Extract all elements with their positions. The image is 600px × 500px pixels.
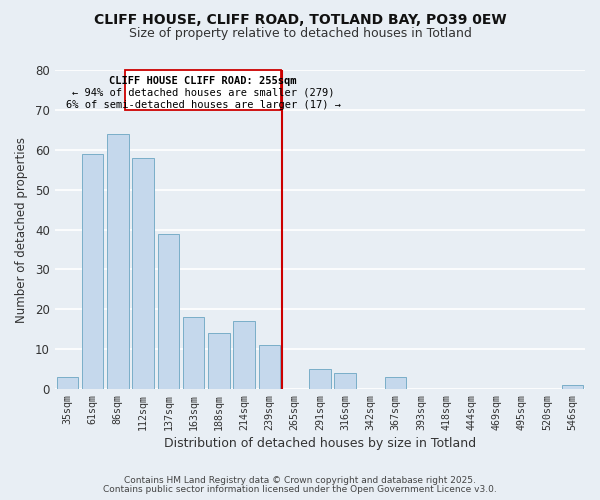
Text: Contains public sector information licensed under the Open Government Licence v3: Contains public sector information licen… <box>103 485 497 494</box>
Bar <box>309 369 331 389</box>
Bar <box>385 377 406 389</box>
Bar <box>233 322 255 389</box>
Bar <box>107 134 128 389</box>
Text: Size of property relative to detached houses in Totland: Size of property relative to detached ho… <box>128 28 472 40</box>
Text: ← 94% of detached houses are smaller (279): ← 94% of detached houses are smaller (27… <box>72 88 334 98</box>
Bar <box>133 158 154 389</box>
Text: CLIFF HOUSE CLIFF ROAD: 255sqm: CLIFF HOUSE CLIFF ROAD: 255sqm <box>109 76 297 86</box>
Text: CLIFF HOUSE, CLIFF ROAD, TOTLAND BAY, PO39 0EW: CLIFF HOUSE, CLIFF ROAD, TOTLAND BAY, PO… <box>94 12 506 26</box>
Bar <box>208 334 230 389</box>
Text: Contains HM Land Registry data © Crown copyright and database right 2025.: Contains HM Land Registry data © Crown c… <box>124 476 476 485</box>
Bar <box>82 154 103 389</box>
Bar <box>259 346 280 389</box>
Bar <box>56 377 78 389</box>
Bar <box>334 373 356 389</box>
X-axis label: Distribution of detached houses by size in Totland: Distribution of detached houses by size … <box>164 437 476 450</box>
Text: 6% of semi-detached houses are larger (17) →: 6% of semi-detached houses are larger (1… <box>65 100 341 110</box>
Bar <box>158 234 179 389</box>
Bar <box>562 385 583 389</box>
Y-axis label: Number of detached properties: Number of detached properties <box>15 136 28 322</box>
FancyBboxPatch shape <box>125 70 281 110</box>
Bar <box>183 318 205 389</box>
